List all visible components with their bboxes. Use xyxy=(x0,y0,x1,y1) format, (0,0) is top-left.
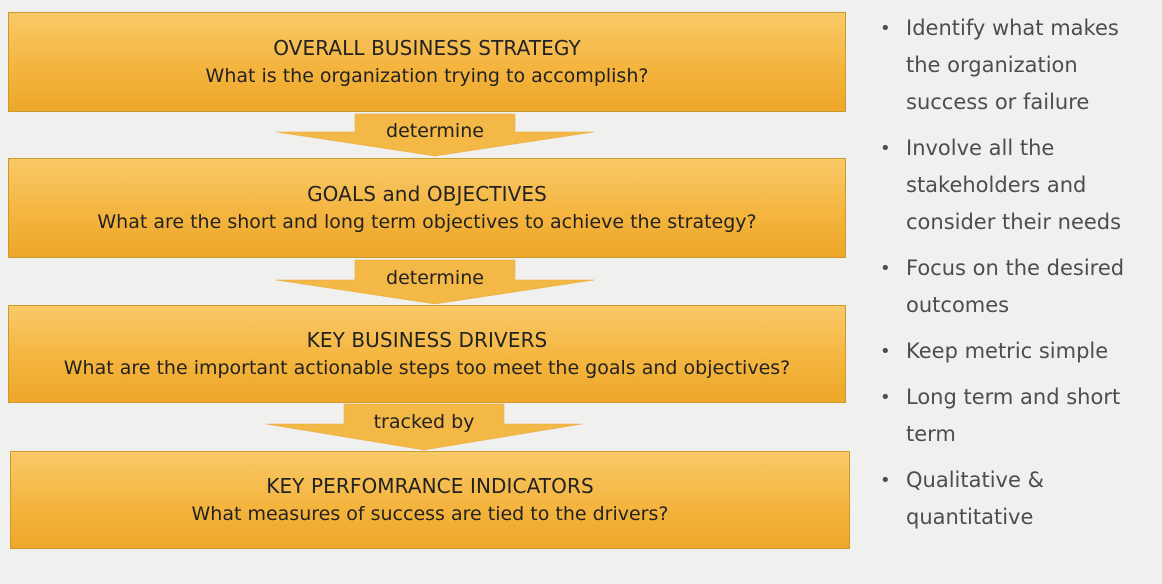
bullet-icon: • xyxy=(880,470,891,491)
bullet-icon: • xyxy=(880,341,891,362)
box-key-business-drivers: KEY BUSINESS DRIVERS What are the import… xyxy=(8,305,846,403)
list-item: • Identify what makes the organization s… xyxy=(878,10,1158,121)
box-key-performance-indicators: KEY PERFOMRANCE INDICATORS What measures… xyxy=(10,451,850,549)
arrow-determine-1: determine xyxy=(275,113,595,157)
arrow-label: determine xyxy=(386,267,484,289)
box-question: What are the important actionable steps … xyxy=(63,357,791,379)
box-goals-objectives: GOALS and OBJECTIVES What are the short … xyxy=(8,158,846,258)
box-question: What are the short and long term objecti… xyxy=(97,211,757,233)
list-item-text: Qualitative & quantitative xyxy=(906,468,1044,529)
list-item-text: Involve all the stakeholders and conside… xyxy=(906,136,1122,234)
list-item: • Focus on the desired outcomes xyxy=(878,250,1158,324)
box-title: KEY BUSINESS DRIVERS xyxy=(306,328,548,352)
box-question: What measures of success are tied to the… xyxy=(191,503,669,525)
list-item-text: Keep metric simple xyxy=(906,339,1109,363)
guidelines-list: • Identify what makes the organization s… xyxy=(878,10,1158,545)
bullet-icon: • xyxy=(880,258,891,279)
list-item: • Keep metric simple xyxy=(878,333,1158,370)
down-arrow-shape xyxy=(275,113,595,157)
arrow-tracked-by: tracked by xyxy=(265,403,583,451)
arrow-label: tracked by xyxy=(373,411,475,433)
list-item: • Qualitative & quantitative xyxy=(878,462,1158,536)
box-title: KEY PERFOMRANCE INDICATORS xyxy=(266,474,594,498)
list-item-text: Identify what makes the organization suc… xyxy=(906,16,1119,114)
list-item-text: Long term and short term xyxy=(906,385,1121,446)
box-title: GOALS and OBJECTIVES xyxy=(307,182,547,206)
bullet-icon: • xyxy=(880,138,891,159)
box-title: OVERALL BUSINESS STRATEGY xyxy=(273,36,581,60)
list-item: • Long term and short term xyxy=(878,379,1158,453)
down-arrow-shape xyxy=(275,259,595,305)
box-overall-business-strategy: OVERALL BUSINESS STRATEGY What is the or… xyxy=(8,12,846,112)
down-arrow-shape xyxy=(265,403,583,451)
bullet-icon: • xyxy=(880,18,891,39)
bullet-icon: • xyxy=(880,387,891,408)
arrow-label: determine xyxy=(386,120,484,142)
box-question: What is the organization trying to accom… xyxy=(205,65,649,87)
list-item: • Involve all the stakeholders and consi… xyxy=(878,130,1158,241)
arrow-determine-2: determine xyxy=(275,259,595,305)
list-item-text: Focus on the desired outcomes xyxy=(906,256,1125,317)
